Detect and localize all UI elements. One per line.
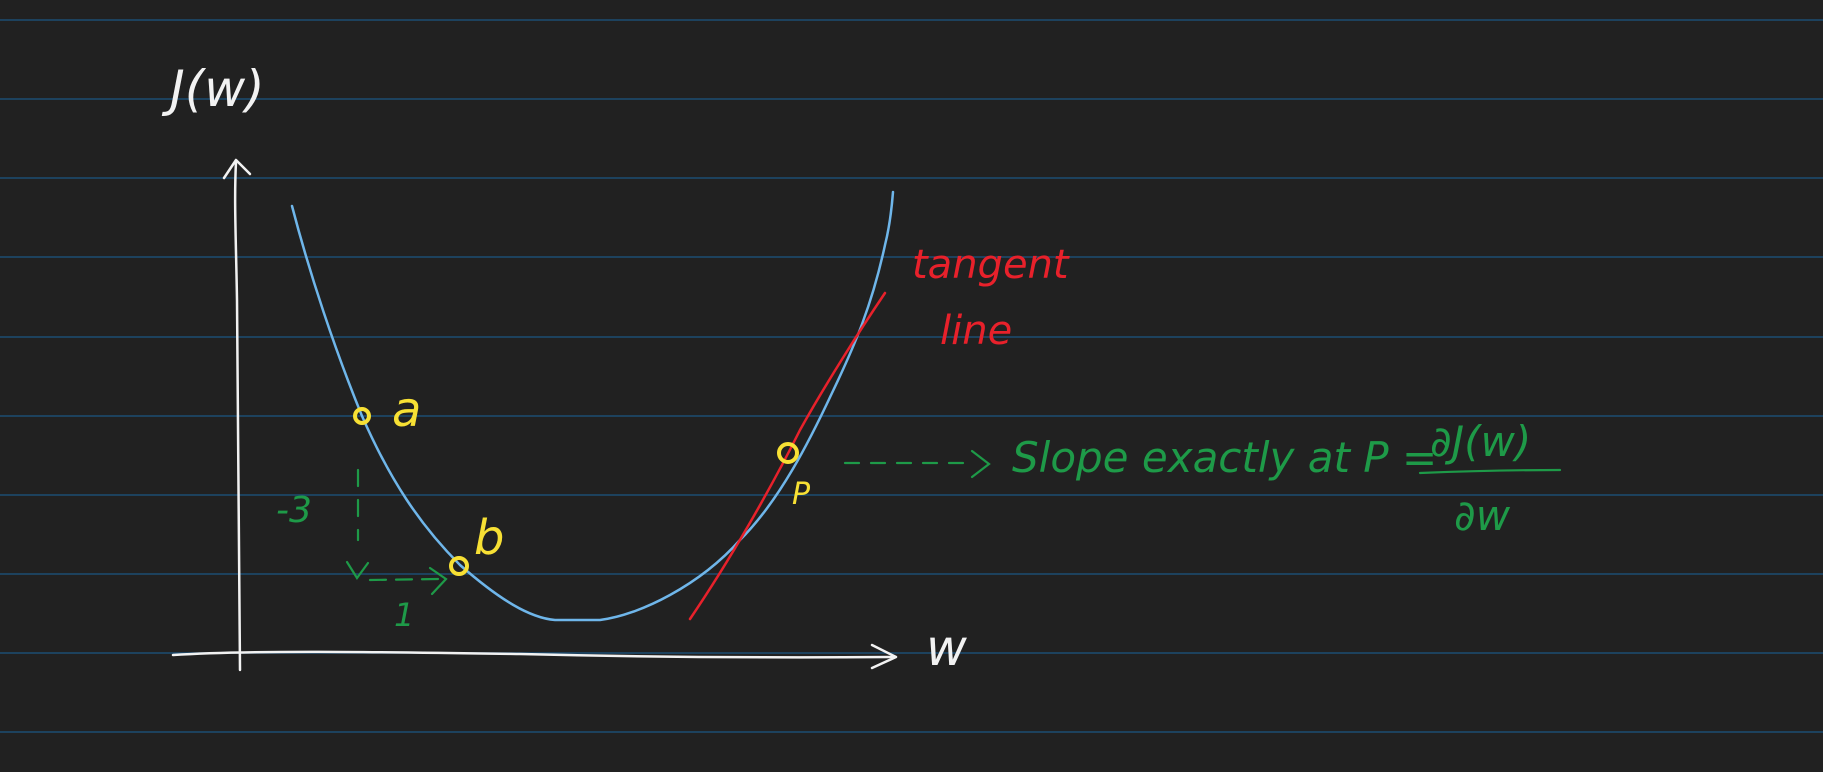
derivative-numerator: ∂J(w) (1430, 417, 1531, 466)
y-axis (233, 160, 242, 672)
x-axis-label: w (926, 619, 967, 677)
ruled-lines (0, 19, 1823, 733)
point-a-label: a (392, 382, 421, 438)
point-b-label: b (474, 510, 504, 566)
tangent-line (688, 291, 887, 621)
rise-label: -3 (276, 490, 312, 531)
y-axis-label: J(w) (161, 60, 265, 118)
x-axis (171, 650, 897, 659)
derivative-denominator: ∂w (1454, 491, 1511, 540)
slope-text: Slope exactly at P = (1012, 433, 1437, 482)
point-b (449, 556, 469, 576)
tangent-label-line1: tangent (912, 242, 1070, 288)
cost-curve (290, 190, 895, 622)
point-a (353, 407, 371, 425)
axes (171, 158, 898, 672)
point-p-label: P (792, 477, 811, 512)
point-p (777, 442, 799, 464)
run-label: 1 (394, 596, 414, 634)
fraction-bar (1418, 468, 1562, 475)
x-axis-arrowhead (870, 643, 898, 670)
y-axis-arrowhead (222, 158, 252, 180)
step-arrows (345, 468, 448, 596)
run-arrowhead (428, 566, 448, 596)
points (353, 407, 799, 576)
annotation-arrowhead (970, 449, 991, 479)
rise-arrowhead (345, 560, 370, 580)
tangent-label-line2: line (940, 308, 1012, 354)
run-dashed-line (368, 577, 440, 582)
